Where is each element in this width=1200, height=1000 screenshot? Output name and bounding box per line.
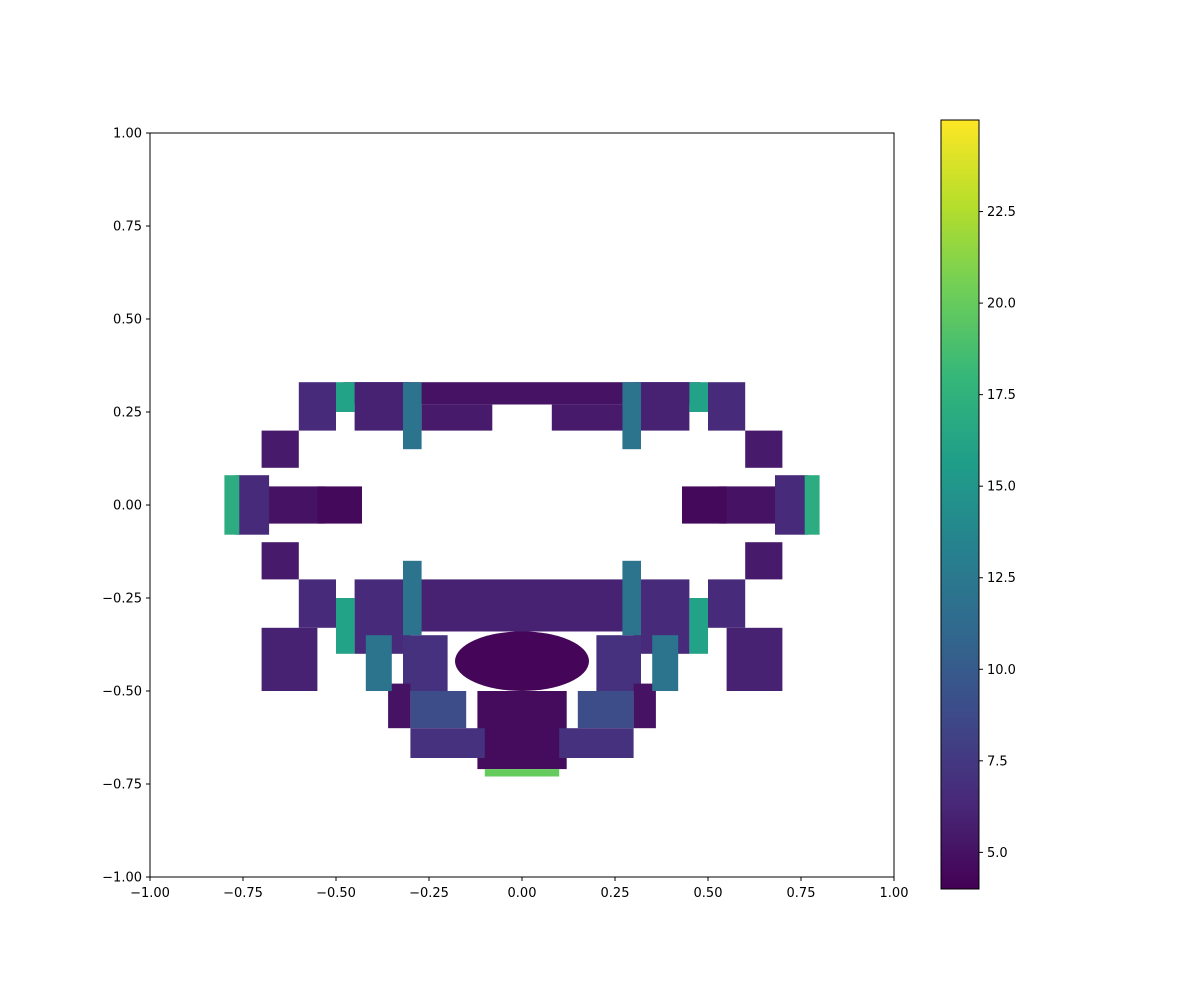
heatmap-region [775,475,809,535]
heatmap-region [719,486,775,524]
heatmap-region [708,382,746,431]
y-tick-label: 0.75 [113,220,142,235]
y-tick-label: −0.75 [102,778,142,793]
heatmap-region [708,579,746,628]
heatmap-region [403,635,448,691]
colorbar-tick-label: 15.0 [987,480,1016,495]
heatmap-region [410,579,634,632]
heatmap-region [551,404,623,431]
plot-area [149,132,895,878]
heatmap-region [410,691,467,729]
heatmap-region [261,627,318,691]
y-axis: 1.00 0.75 0.50 0.25 0.00 −0.25 −0.50 −0.75 −1.00 [102,127,150,886]
x-tick-label: 0.75 [787,886,816,901]
x-axis: −1.00 −0.75 −0.50 −0.25 0.00 0.25 0.50 0.75 1.00 [130,877,908,901]
y-tick-label: −0.25 [102,592,142,607]
heatmap-region [652,635,679,691]
colorbar-tick-label: 10.0 [987,663,1016,678]
colorbar-tick-label: 12.5 [987,571,1016,586]
heatmap-region [596,635,641,691]
heatmap-region [261,430,299,468]
heatmap-region [317,486,362,524]
colorbar-ticks: 5.0 7.5 10.0 12.5 15.0 17.5 20.0 22.5 [979,205,1016,861]
x-tick-label: −0.75 [223,886,263,901]
heatmap-region [726,627,783,691]
x-tick-label: −0.50 [316,886,356,901]
x-tick-label: 0.00 [508,886,537,901]
colorbar-gradient [940,119,980,890]
heatmap-region [343,382,701,405]
heatmap-region [633,683,656,729]
colorbar: 5.0 7.5 10.0 12.5 15.0 17.5 20.0 22.5 [940,119,1016,890]
heatmap-region [224,475,240,535]
y-tick-label: −1.00 [102,871,142,886]
colorbar-tick-label: 20.0 [987,297,1016,312]
heatmap-region [298,579,336,628]
heatmap-region [622,560,641,636]
x-tick-label: −1.00 [130,886,170,901]
heatmap-region [336,382,355,412]
colorbar-tick-label: 7.5 [987,754,1008,769]
heatmap-region [745,542,783,580]
heatmap-region [455,631,589,691]
x-tick-label: −0.25 [409,886,449,901]
heatmap-region [477,691,567,770]
heatmap-region [559,728,634,758]
heatmap-region [403,382,422,450]
heatmap-region [269,486,325,524]
x-tick-label: 1.00 [880,886,909,901]
heatmap-region [622,382,641,450]
y-tick-label: 1.00 [113,127,142,142]
heatmap-region [388,683,411,729]
x-tick-label: 0.50 [694,886,723,901]
heatmap-region [365,635,392,691]
heatmap-cells [224,382,820,777]
heatmap-region [410,728,485,758]
colorbar-tick-label: 5.0 [987,846,1008,861]
heatmap-region [235,475,270,535]
heatmap-region [682,486,727,524]
heatmap-region [336,598,355,654]
heatmap-region [577,691,634,729]
heatmap-region [261,542,299,580]
y-tick-label: −0.50 [102,685,142,700]
heatmap-region [403,560,422,636]
y-tick-label: 0.50 [113,313,142,328]
y-tick-label: 0.00 [113,499,142,514]
heatmap-region [745,430,783,468]
heatmap-region [354,382,411,431]
heatmap-region [689,382,708,412]
colorbar-tick-label: 22.5 [987,205,1016,220]
colorbar-tick-label: 17.5 [987,388,1016,403]
heatmap-region [804,475,820,535]
heatmap-region [421,404,493,431]
heatmap-region [298,382,336,431]
x-tick-label: 0.25 [601,886,630,901]
heatmap-region [484,769,560,777]
heatmap-region [633,382,690,431]
y-tick-label: 0.25 [113,406,142,421]
heatmap-region [689,598,708,654]
